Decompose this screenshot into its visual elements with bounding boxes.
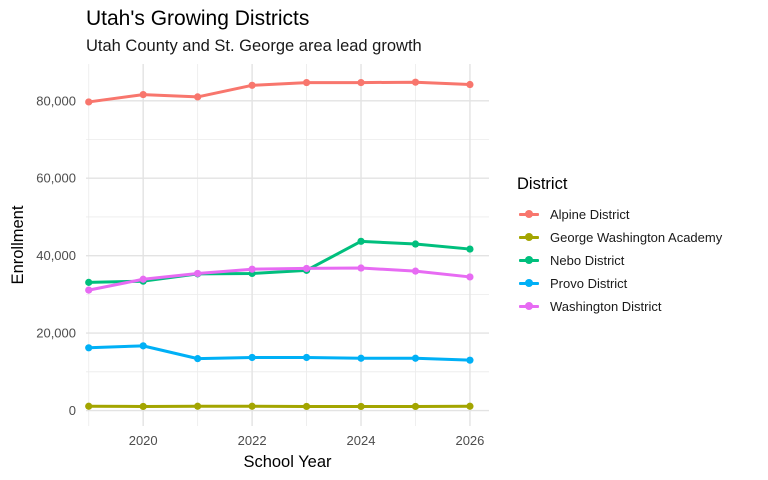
series-line-washington-district [87,266,472,292]
data-point-washington-district [194,269,202,278]
legend-key [517,227,541,247]
data-point-george-washington-academy [139,402,147,411]
series-layer [85,78,474,411]
data-point-alpine-district [139,90,147,99]
y-axis-title: Enrollment [9,205,27,284]
data-point-alpine-district [194,93,202,101]
data-point-washington-district [248,265,256,273]
legend-key [517,204,541,224]
series-alpine-district [85,78,474,106]
data-point-alpine-district [357,78,365,87]
legend-title: District [517,175,568,193]
data-point-provo-district [466,356,474,364]
legend-label: Washington District [550,298,662,314]
series-george-washington-academy [85,402,474,411]
x-tick-label: 2024 [347,433,376,448]
y-tick-label: 0 [69,403,76,418]
data-point-provo-district [139,342,147,350]
data-point-george-washington-academy [466,402,474,410]
data-point-george-washington-academy [411,402,420,411]
legend-item-provo-district: Provo District [517,273,627,293]
x-tick-label: 2022 [238,433,267,448]
data-point-nebo-district [411,240,420,248]
chart-subtitle: Utah County and St. George area lead gro… [86,37,422,55]
chart-title: Utah's Growing Districts [86,7,310,30]
legend-key [517,296,541,316]
data-point-provo-district [85,344,93,352]
legend-key [517,250,541,270]
legend-label: Provo District [550,275,628,291]
legend-key [517,273,541,293]
legend-item-washington-district: Washington District [517,296,662,316]
legend-item-george-washington-academy: George Washington Academy [517,227,722,247]
grid [86,64,489,426]
legend-item-alpine-district: Alpine District [517,204,629,224]
data-point-george-washington-academy [357,402,365,411]
y-tick-label: 40,000 [36,248,76,263]
data-point-washington-district [139,275,147,283]
data-point-george-washington-academy [85,402,93,410]
legend-label: George Washington Academy [550,229,723,245]
legend-label: Nebo District [550,252,625,268]
legend-item-nebo-district: Nebo District [517,250,624,270]
data-point-nebo-district [357,237,365,245]
data-point-alpine-district [248,81,256,89]
x-axis-title: School Year [243,453,332,471]
data-point-nebo-district [85,278,93,286]
data-point-washington-district [411,267,420,275]
data-point-washington-district [85,286,93,294]
data-point-washington-district [466,273,474,281]
data-point-washington-district [302,264,311,273]
data-point-george-washington-academy [194,402,202,410]
data-point-alpine-district [411,78,420,86]
data-point-provo-district [194,355,202,363]
data-point-alpine-district [302,78,311,87]
axes: 0 20,000 40,000 60,000 80,000 2020 2022 2024 202… [9,93,484,471]
data-point-provo-district [357,354,365,362]
data-point-nebo-district [466,245,474,253]
x-tick-label: 2020 [129,433,158,448]
y-tick-label: 80,000 [36,93,76,108]
data-point-provo-district [248,353,256,362]
series-line-provo-district [87,344,472,362]
y-tick-label: 20,000 [36,326,76,341]
data-point-washington-district [357,264,365,272]
x-tick-label: 2026 [455,433,484,448]
data-point-provo-district [411,354,420,362]
data-point-george-washington-academy [248,402,256,410]
y-tick-label: 60,000 [36,171,76,186]
data-point-alpine-district [466,80,474,89]
series-line-nebo-district [87,239,472,284]
series-line-alpine-district [87,80,472,104]
series-washington-district [85,264,474,294]
data-point-provo-district [302,353,311,362]
data-point-alpine-district [85,98,93,106]
series-provo-district [85,342,474,364]
legend-label: Alpine District [550,206,630,222]
data-point-george-washington-academy [302,402,311,411]
series-nebo-district [85,237,474,286]
